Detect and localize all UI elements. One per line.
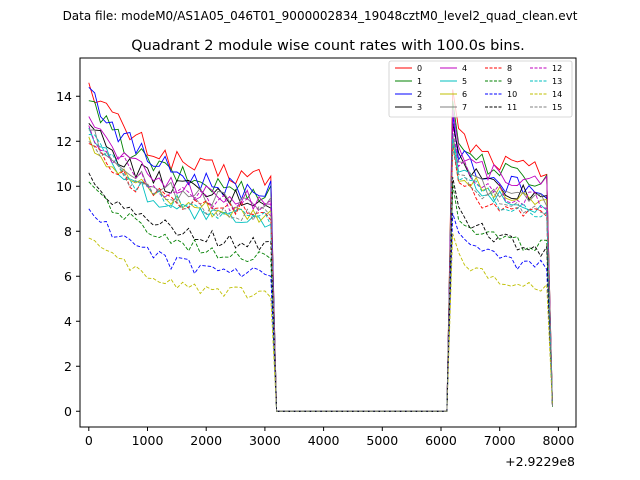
legend-label-10: 10 [507,90,517,99]
x-tick-label: 4000 [308,433,340,448]
y-tick-label: 12 [56,134,72,149]
series-line-9 [88,181,553,412]
y-tick-label: 6 [64,269,72,284]
y-tick-label: 10 [56,179,72,194]
legend-label-3: 3 [417,103,422,112]
x-tick-label: 6000 [425,433,457,448]
series-line-14 [88,233,553,412]
legend-label-6: 6 [462,90,467,99]
series-line-6 [88,136,553,412]
x-tick-label: 1000 [132,433,164,448]
legend-label-1: 1 [417,77,422,86]
x-axis: 0 1000 2000 3000 4000 5000 6000 7000 8000 [85,427,574,448]
axes-frame [79,57,577,428]
figure-suptitle: Data file: modeM0/AS1A05_046T01_90000028… [63,9,578,23]
series-line-2 [88,86,553,412]
y-tick-label: 14 [56,89,72,104]
series-line-15 [88,140,553,412]
legend-label-13: 13 [552,77,562,86]
y-tick-label: 4 [64,314,72,329]
legend-box [388,60,573,118]
legend-label-4: 4 [462,64,467,73]
y-tick-label: 8 [64,224,72,239]
y-axis: 0 2 4 6 8 10 12 14 [56,89,80,419]
x-tick-label: 2000 [190,433,222,448]
legend-label-7: 7 [462,103,467,112]
legend-label-0: 0 [417,64,422,73]
legend-label-12: 12 [552,64,562,73]
x-offset-label: +2.9229e8 [505,454,575,469]
legend-label-14: 14 [552,90,562,99]
legend-label-15: 15 [552,103,562,112]
legend-label-8: 8 [507,64,512,73]
x-tick-label: 0 [85,433,93,448]
legend-label-11: 11 [507,103,517,112]
y-tick-label: 2 [64,359,72,374]
series-line-0 [88,82,553,412]
series-line-1 [88,100,553,412]
series-line-13 [88,134,553,412]
series-line-8 [88,143,553,412]
series-line-3 [88,123,553,412]
series-line-11 [88,172,553,412]
y-tick-label: 0 [64,404,72,419]
legend-label-5: 5 [462,77,467,86]
series-line-5 [88,127,553,412]
chart-title: Quadrant 2 module wise count rates with … [131,38,525,54]
x-tick-label: 3000 [249,433,281,448]
x-tick-label: 7000 [484,433,516,448]
series-line-4 [88,109,553,412]
legend-label-2: 2 [417,90,422,99]
series-line-10 [88,208,553,412]
series-line-12 [88,125,553,412]
x-tick-label: 8000 [542,433,574,448]
legend-label-9: 9 [507,77,512,86]
x-tick-label: 5000 [366,433,398,448]
plot-area [88,82,553,412]
